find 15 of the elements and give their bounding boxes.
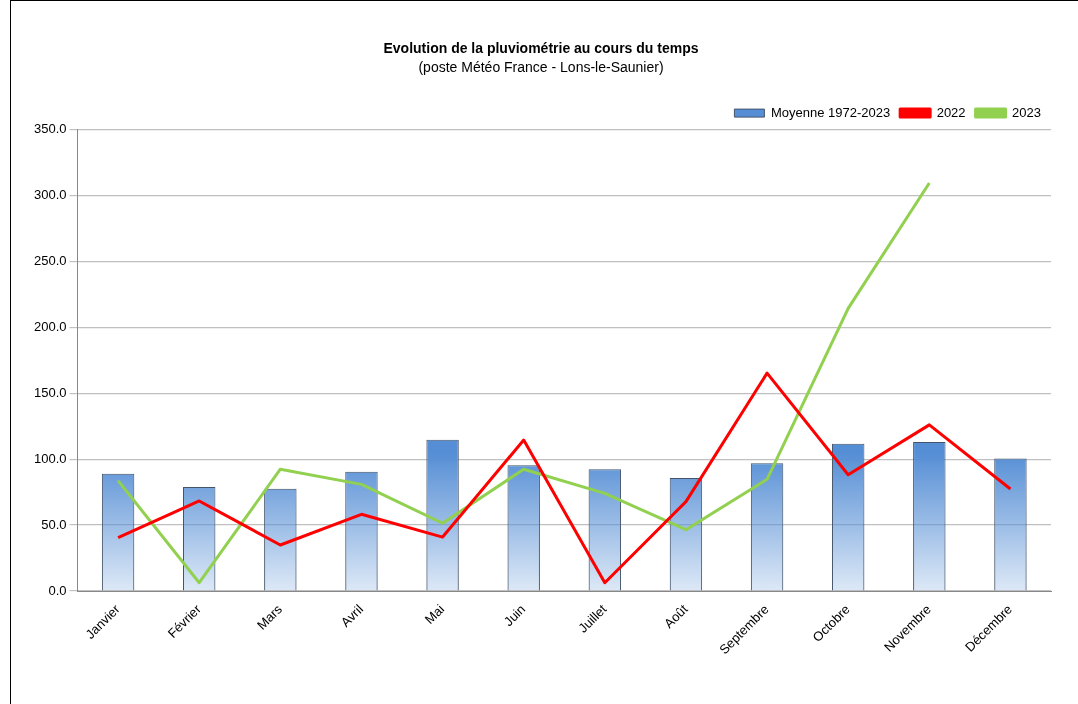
y-tick-label: 300.0: [33, 187, 67, 203]
y-tick-label: 100.0: [33, 450, 67, 466]
x-tick-label: Juin: [500, 601, 529, 630]
chart-subtitle: (poste Météo France - Lons-le-Saunier): [418, 59, 664, 76]
y-tick-label: 50.0: [41, 516, 67, 532]
x-tick-label: Mai: [421, 601, 448, 627]
legend-label: Moyenne 1972-2023: [770, 104, 891, 120]
legend-label: 2023: [1012, 104, 1041, 120]
y-tick-label: 200.0: [33, 318, 67, 334]
y-tick-label: 0.0: [48, 582, 67, 598]
chart-title: Evolution de la pluviométrie au cours du temps: [383, 40, 699, 57]
legend-label: 2022: [936, 104, 966, 120]
y-tick-label: 350.0: [33, 121, 67, 137]
y-tick-label: 250.0: [33, 253, 67, 269]
y-tick-label: 150.0: [33, 384, 67, 400]
